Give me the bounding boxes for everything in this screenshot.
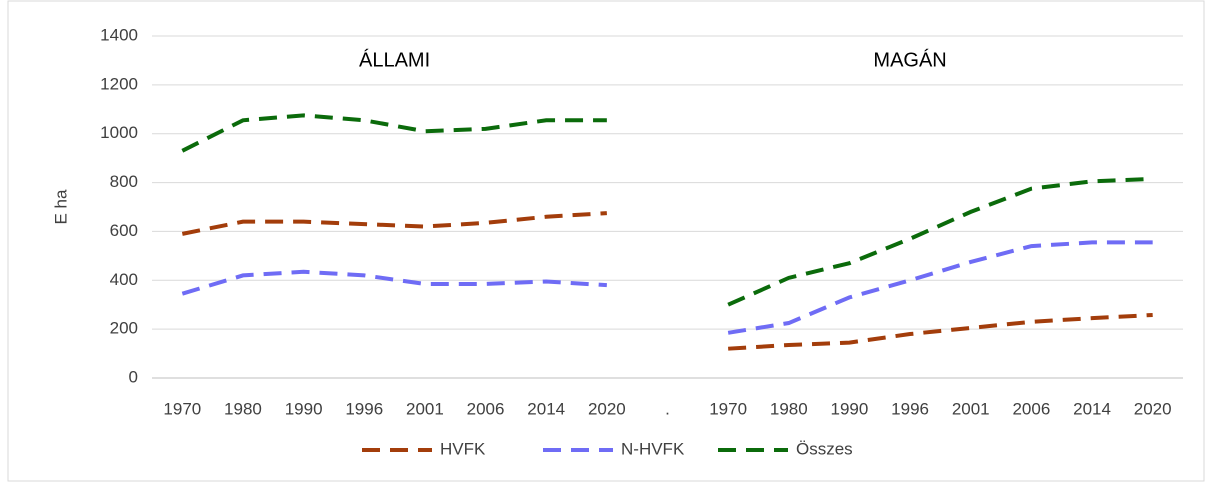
legend-label: N-HVFK xyxy=(621,439,685,458)
x-tick-label: 1970 xyxy=(709,399,747,418)
x-tick-label: 2006 xyxy=(1012,399,1050,418)
y-tick-label: 200 xyxy=(110,319,138,338)
x-tick-label: . xyxy=(665,399,670,418)
y-tick-label: 1400 xyxy=(100,25,138,44)
legend-label: HVFK xyxy=(440,439,486,458)
x-tick-label: 1980 xyxy=(224,399,262,418)
x-tick-label: 2001 xyxy=(406,399,444,418)
x-tick-label: 1970 xyxy=(163,399,201,418)
series-line xyxy=(181,113,1153,307)
series-line xyxy=(181,211,1153,351)
x-tick-label: 1996 xyxy=(345,399,383,418)
y-tick-label: 400 xyxy=(110,270,138,289)
y-axis-label: E ha xyxy=(51,189,70,225)
annotation: ÁLLAMI xyxy=(359,48,430,71)
x-tick-label: 1990 xyxy=(831,399,869,418)
x-tick-label: 2001 xyxy=(952,399,990,418)
y-tick-label: 800 xyxy=(110,172,138,191)
x-tick-label: 2014 xyxy=(1073,399,1111,418)
legend-label: Összes xyxy=(796,439,853,458)
y-tick-label: 0 xyxy=(129,367,138,386)
x-tick-label: 2020 xyxy=(1134,399,1172,418)
y-tick-label: 1000 xyxy=(100,123,138,142)
series-line xyxy=(181,240,1153,335)
x-tick-label: 2006 xyxy=(467,399,505,418)
x-tick-label: 1990 xyxy=(285,399,323,418)
annotation: MAGÁN xyxy=(873,48,946,71)
y-tick-label: 1200 xyxy=(100,74,138,93)
chart-border xyxy=(7,0,1205,482)
x-tick-label: 2020 xyxy=(588,399,626,418)
x-tick-label: 1980 xyxy=(770,399,808,418)
x-tick-label: 1996 xyxy=(891,399,929,418)
x-tick-label: 2014 xyxy=(527,399,565,418)
y-tick-label: 600 xyxy=(110,221,138,240)
